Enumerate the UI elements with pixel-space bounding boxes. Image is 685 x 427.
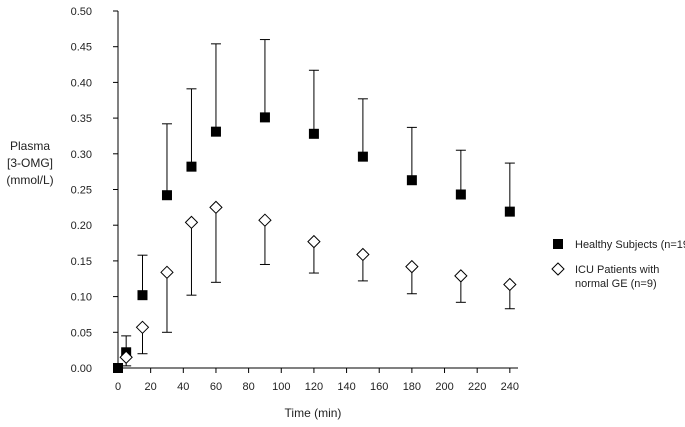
x-tick-label: 20 (145, 381, 157, 393)
x-tick-label: 220 (468, 381, 486, 393)
y-tick-label: 0.35 (71, 113, 92, 125)
data-point-icu (307, 234, 321, 249)
data-point-healthy (137, 290, 148, 301)
x-tick-label: 240 (501, 381, 519, 393)
x-tick-label: 0 (115, 381, 121, 393)
data-point-healthy (259, 112, 270, 123)
y-axis-label-line-2: [3-OMG] (7, 156, 53, 170)
data-point-icu (160, 265, 174, 280)
data-point-icu (258, 213, 272, 227)
y-tick-label: 0.00 (71, 363, 92, 375)
data-markers (113, 112, 517, 373)
y-tick-label: 0.45 (71, 42, 92, 54)
y-tick-label: 0.30 (71, 149, 92, 161)
data-point-healthy (161, 190, 172, 201)
legend: Healthy Subjects (n=19) ICU Patients wit… (551, 239, 685, 290)
y-tick-label: 0.40 (71, 77, 92, 89)
x-tick-label: 80 (242, 381, 254, 393)
y-tick-label: 0.05 (71, 327, 92, 339)
error-bars (121, 39, 515, 367)
x-tick-label: 120 (305, 381, 323, 393)
data-point-healthy (406, 175, 417, 186)
data-point-icu (503, 277, 517, 292)
legend-label-healthy: Healthy Subjects (n=19) (575, 239, 685, 251)
legend-marker-icu (551, 262, 565, 276)
data-point-healthy (357, 151, 368, 162)
data-point-icu (209, 200, 223, 215)
data-point-icu (119, 350, 133, 364)
legend-marker-healthy (553, 239, 563, 249)
data-point-icu (405, 259, 419, 274)
data-point-healthy (113, 363, 123, 373)
x-tick-label: 60 (210, 381, 222, 393)
x-axis-label: Time (min) (285, 406, 342, 420)
data-point-healthy (186, 161, 197, 172)
y-axis-label: Plasma [3-OMG] (mmol/L) (6, 139, 53, 187)
x-tick-label: 40 (177, 381, 189, 393)
data-point-icu (356, 247, 370, 262)
legend-label-icu-line-1: ICU Patients with (575, 264, 659, 276)
x-tick-label: 140 (337, 381, 355, 393)
data-point-healthy (455, 189, 466, 200)
y-axis-label-line-3: (mmol/L) (6, 173, 53, 187)
y-tick-label: 0.25 (71, 185, 92, 197)
x-tick-label: 160 (370, 381, 388, 393)
y-tick-label: 0.20 (71, 220, 92, 232)
data-point-icu (454, 269, 468, 283)
y-axis-label-line-1: Plasma (10, 139, 50, 153)
data-point-icu (135, 320, 150, 335)
y-tick-label: 0.50 (71, 6, 92, 18)
y-tick-label: 0.15 (71, 256, 92, 268)
data-point-healthy (308, 128, 319, 139)
x-tick-label: 100 (272, 381, 290, 393)
x-tick-label: 180 (403, 381, 421, 393)
axes: 0.00 0.05 0.10 0.15 0.20 0.25 0.30 0.35 0.40 0.45… (71, 6, 519, 393)
legend-label-icu-line-2: normal GE (n=9) (575, 278, 657, 290)
data-point-icu (184, 215, 199, 230)
y-tick-label: 0.10 (71, 292, 92, 304)
data-point-healthy (504, 206, 515, 217)
x-tick-label: 200 (435, 381, 453, 393)
data-point-healthy (210, 126, 221, 137)
